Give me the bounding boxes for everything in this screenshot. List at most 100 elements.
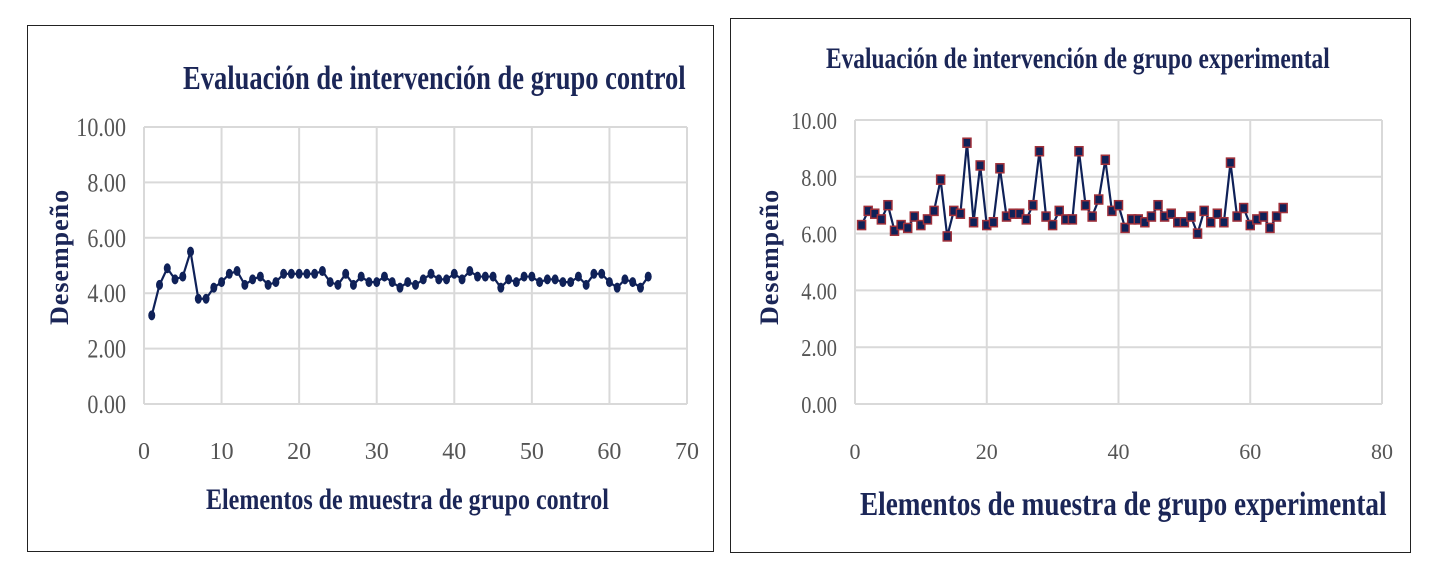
data-point	[520, 271, 528, 282]
x-tick-label: 60	[1239, 439, 1261, 464]
data-point	[295, 268, 303, 279]
data-point	[1192, 228, 1203, 239]
data-point	[225, 268, 233, 279]
data-point	[1278, 202, 1288, 214]
y-tick-label: 0.00	[87, 391, 126, 419]
chart-frame-experimental	[730, 18, 1411, 553]
data-point	[528, 271, 536, 282]
x-tick-label: 40	[1108, 439, 1130, 464]
data-point	[1258, 211, 1269, 222]
data-point	[1225, 157, 1236, 168]
data-point	[233, 266, 241, 277]
data-point	[512, 277, 520, 288]
data-point	[1074, 145, 1084, 157]
data-point	[342, 268, 350, 279]
data-point	[489, 271, 497, 282]
data-point	[1014, 208, 1025, 219]
data-point	[1205, 216, 1216, 228]
data-point	[466, 266, 474, 277]
data-point	[210, 282, 218, 293]
chart-frame-control	[27, 25, 714, 552]
x-tick-label: 80	[1371, 439, 1393, 464]
data-point	[942, 231, 952, 242]
data-point	[1166, 208, 1176, 219]
data-point	[629, 277, 637, 288]
data-point	[1140, 216, 1150, 228]
data-point	[412, 279, 419, 290]
y-tick-label: 6.00	[87, 225, 126, 253]
x-tick-label: 50	[520, 439, 544, 465]
x-tick-label: 20	[976, 439, 998, 464]
data-point	[264, 279, 272, 290]
x-axis-label-experimental: Elementos de muestra de grupo experiment…	[860, 486, 1387, 523]
data-point	[1245, 219, 1255, 231]
y-tick-label: 2.00	[87, 336, 126, 364]
data-point	[427, 268, 435, 279]
data-point	[187, 246, 195, 257]
data-point	[280, 268, 288, 279]
data-point	[156, 279, 164, 290]
data-point	[1212, 208, 1223, 219]
data-point	[1232, 211, 1242, 222]
data-point	[1120, 222, 1130, 234]
data-point	[1199, 205, 1209, 217]
data-point	[241, 279, 249, 290]
y-tick-label: 4.00	[87, 281, 126, 309]
data-point	[621, 274, 629, 285]
data-point	[373, 277, 381, 288]
data-point	[311, 268, 319, 279]
data-point	[876, 214, 887, 225]
y-tick-label: 2.00	[801, 335, 837, 362]
data-point	[326, 277, 334, 288]
x-tick-label: 0	[850, 439, 861, 464]
data-point	[922, 214, 933, 225]
x-tick-label: 10	[210, 439, 234, 465]
data-point	[567, 277, 575, 288]
data-point	[1067, 214, 1078, 225]
data-point	[902, 222, 913, 234]
data-point	[505, 274, 513, 285]
data-point	[883, 199, 893, 211]
data-point	[163, 263, 171, 274]
data-point	[543, 274, 551, 285]
data-point	[1054, 205, 1064, 217]
x-tick-label: 70	[675, 439, 699, 465]
x-tick-label: 40	[442, 439, 466, 465]
data-point	[889, 225, 900, 237]
data-point	[536, 277, 544, 288]
data-point	[1186, 211, 1196, 222]
data-point	[334, 279, 342, 290]
y-tick-label: 8.00	[87, 170, 126, 198]
data-point	[474, 271, 482, 282]
data-point	[1093, 194, 1104, 205]
data-point	[450, 268, 458, 279]
data-point	[435, 274, 443, 285]
data-point	[968, 216, 979, 228]
data-point	[380, 271, 388, 282]
data-point	[419, 274, 427, 285]
data-point	[975, 160, 985, 171]
x-axis-label-control: Elementos de muestra de grupo control	[206, 483, 609, 516]
data-point	[1087, 211, 1097, 222]
data-point	[497, 282, 505, 293]
data-point	[256, 271, 264, 282]
data-point	[318, 266, 326, 277]
data-point	[1265, 222, 1275, 234]
data-point	[179, 271, 187, 282]
chart-title-experimental: Evaluación de intervención de grupo expe…	[826, 42, 1330, 75]
data-point	[1271, 211, 1282, 222]
data-point	[388, 277, 396, 288]
data-point	[613, 282, 621, 293]
data-point	[1100, 154, 1111, 166]
data-point	[1028, 199, 1038, 211]
data-point	[194, 293, 202, 304]
data-point	[856, 219, 867, 231]
y-tick-label: 8.00	[801, 164, 837, 191]
data-point	[909, 211, 920, 222]
data-point	[962, 137, 972, 148]
data-point	[458, 274, 466, 285]
y-tick-label: 10.00	[76, 114, 126, 142]
y-tick-label: 10.00	[791, 107, 837, 134]
data-point	[995, 163, 1005, 174]
